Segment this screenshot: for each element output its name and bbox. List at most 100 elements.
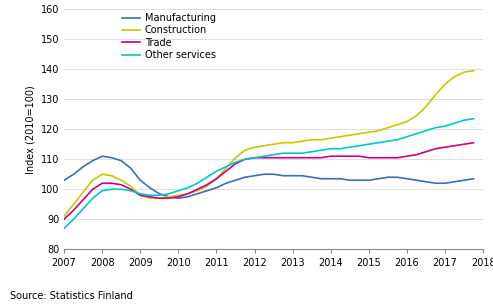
Other services (356, 144, 362, 147)
Construction (204, 185, 210, 188)
Construction (299, 139, 305, 143)
Construction (233, 156, 239, 160)
Manufacturing (138, 178, 143, 182)
Trade (251, 156, 257, 160)
Construction (61, 214, 67, 218)
Manufacturing (290, 174, 296, 178)
Trade (261, 156, 267, 160)
Trade (366, 156, 372, 160)
Manufacturing (376, 177, 382, 181)
Construction (394, 123, 400, 126)
Other services (118, 187, 124, 191)
Trade (328, 154, 334, 158)
Construction (223, 166, 229, 170)
Other services (452, 121, 458, 125)
Trade (318, 156, 324, 160)
Construction (461, 70, 467, 74)
Trade (385, 156, 391, 160)
Trade (404, 154, 410, 158)
Trade (223, 169, 229, 173)
Other services (442, 124, 448, 128)
Trade (461, 142, 467, 146)
Manufacturing (185, 195, 191, 199)
Construction (309, 138, 315, 142)
Manufacturing (251, 174, 257, 178)
Construction (147, 196, 153, 200)
Construction (280, 141, 286, 144)
Other services (128, 189, 134, 192)
Manufacturing (156, 192, 162, 195)
Other services (404, 135, 410, 139)
Line: Manufacturing: Manufacturing (64, 156, 474, 198)
Trade (118, 183, 124, 187)
Trade (442, 145, 448, 149)
Construction (99, 172, 105, 176)
Text: Source: Statistics Finland: Source: Statistics Finland (10, 291, 133, 301)
Legend: Manufacturing, Construction, Trade, Other services: Manufacturing, Construction, Trade, Othe… (118, 9, 220, 64)
Construction (318, 138, 324, 142)
Trade (194, 187, 200, 191)
Trade (471, 141, 477, 144)
Other services (176, 189, 181, 192)
Manufacturing (204, 189, 210, 192)
Other services (185, 186, 191, 190)
Construction (176, 193, 181, 197)
Construction (376, 129, 382, 133)
Other services (147, 193, 153, 197)
Manufacturing (423, 180, 429, 184)
Construction (70, 202, 76, 206)
Trade (347, 154, 353, 158)
Trade (109, 181, 115, 185)
Manufacturing (394, 175, 400, 179)
Manufacturing (147, 186, 153, 190)
Trade (290, 156, 296, 160)
Construction (356, 132, 362, 136)
Manufacturing (347, 178, 353, 182)
Trade (156, 196, 162, 200)
Manufacturing (404, 177, 410, 181)
Manufacturing (271, 172, 277, 176)
Manufacturing (223, 181, 229, 185)
Other services (471, 117, 477, 120)
Manufacturing (471, 177, 477, 181)
Manufacturing (128, 166, 134, 170)
Other services (166, 192, 172, 195)
Trade (414, 153, 420, 157)
Other services (194, 181, 200, 185)
Other services (461, 118, 467, 122)
Trade (147, 195, 153, 199)
Other services (394, 138, 400, 142)
Construction (166, 195, 172, 199)
Trade (204, 183, 210, 187)
Trade (280, 156, 286, 160)
Construction (128, 185, 134, 188)
Other services (251, 156, 257, 160)
Construction (213, 177, 219, 181)
Manufacturing (166, 195, 172, 199)
Other services (70, 217, 76, 221)
Construction (328, 136, 334, 140)
Manufacturing (452, 180, 458, 184)
Other services (156, 193, 162, 197)
Other services (233, 161, 239, 164)
Other services (213, 169, 219, 173)
Line: Trade: Trade (64, 143, 474, 219)
Trade (176, 195, 181, 199)
Manufacturing (385, 175, 391, 179)
Trade (80, 198, 86, 202)
Manufacturing (109, 156, 115, 160)
Trade (394, 156, 400, 160)
Trade (299, 156, 305, 160)
Other services (414, 132, 420, 136)
Other services (109, 187, 115, 191)
Other services (138, 192, 143, 195)
Other services (204, 175, 210, 179)
Trade (423, 150, 429, 154)
Trade (61, 217, 67, 221)
Trade (452, 144, 458, 147)
Trade (337, 154, 343, 158)
Manufacturing (194, 192, 200, 195)
Trade (356, 154, 362, 158)
Construction (290, 141, 296, 144)
Other services (376, 141, 382, 144)
